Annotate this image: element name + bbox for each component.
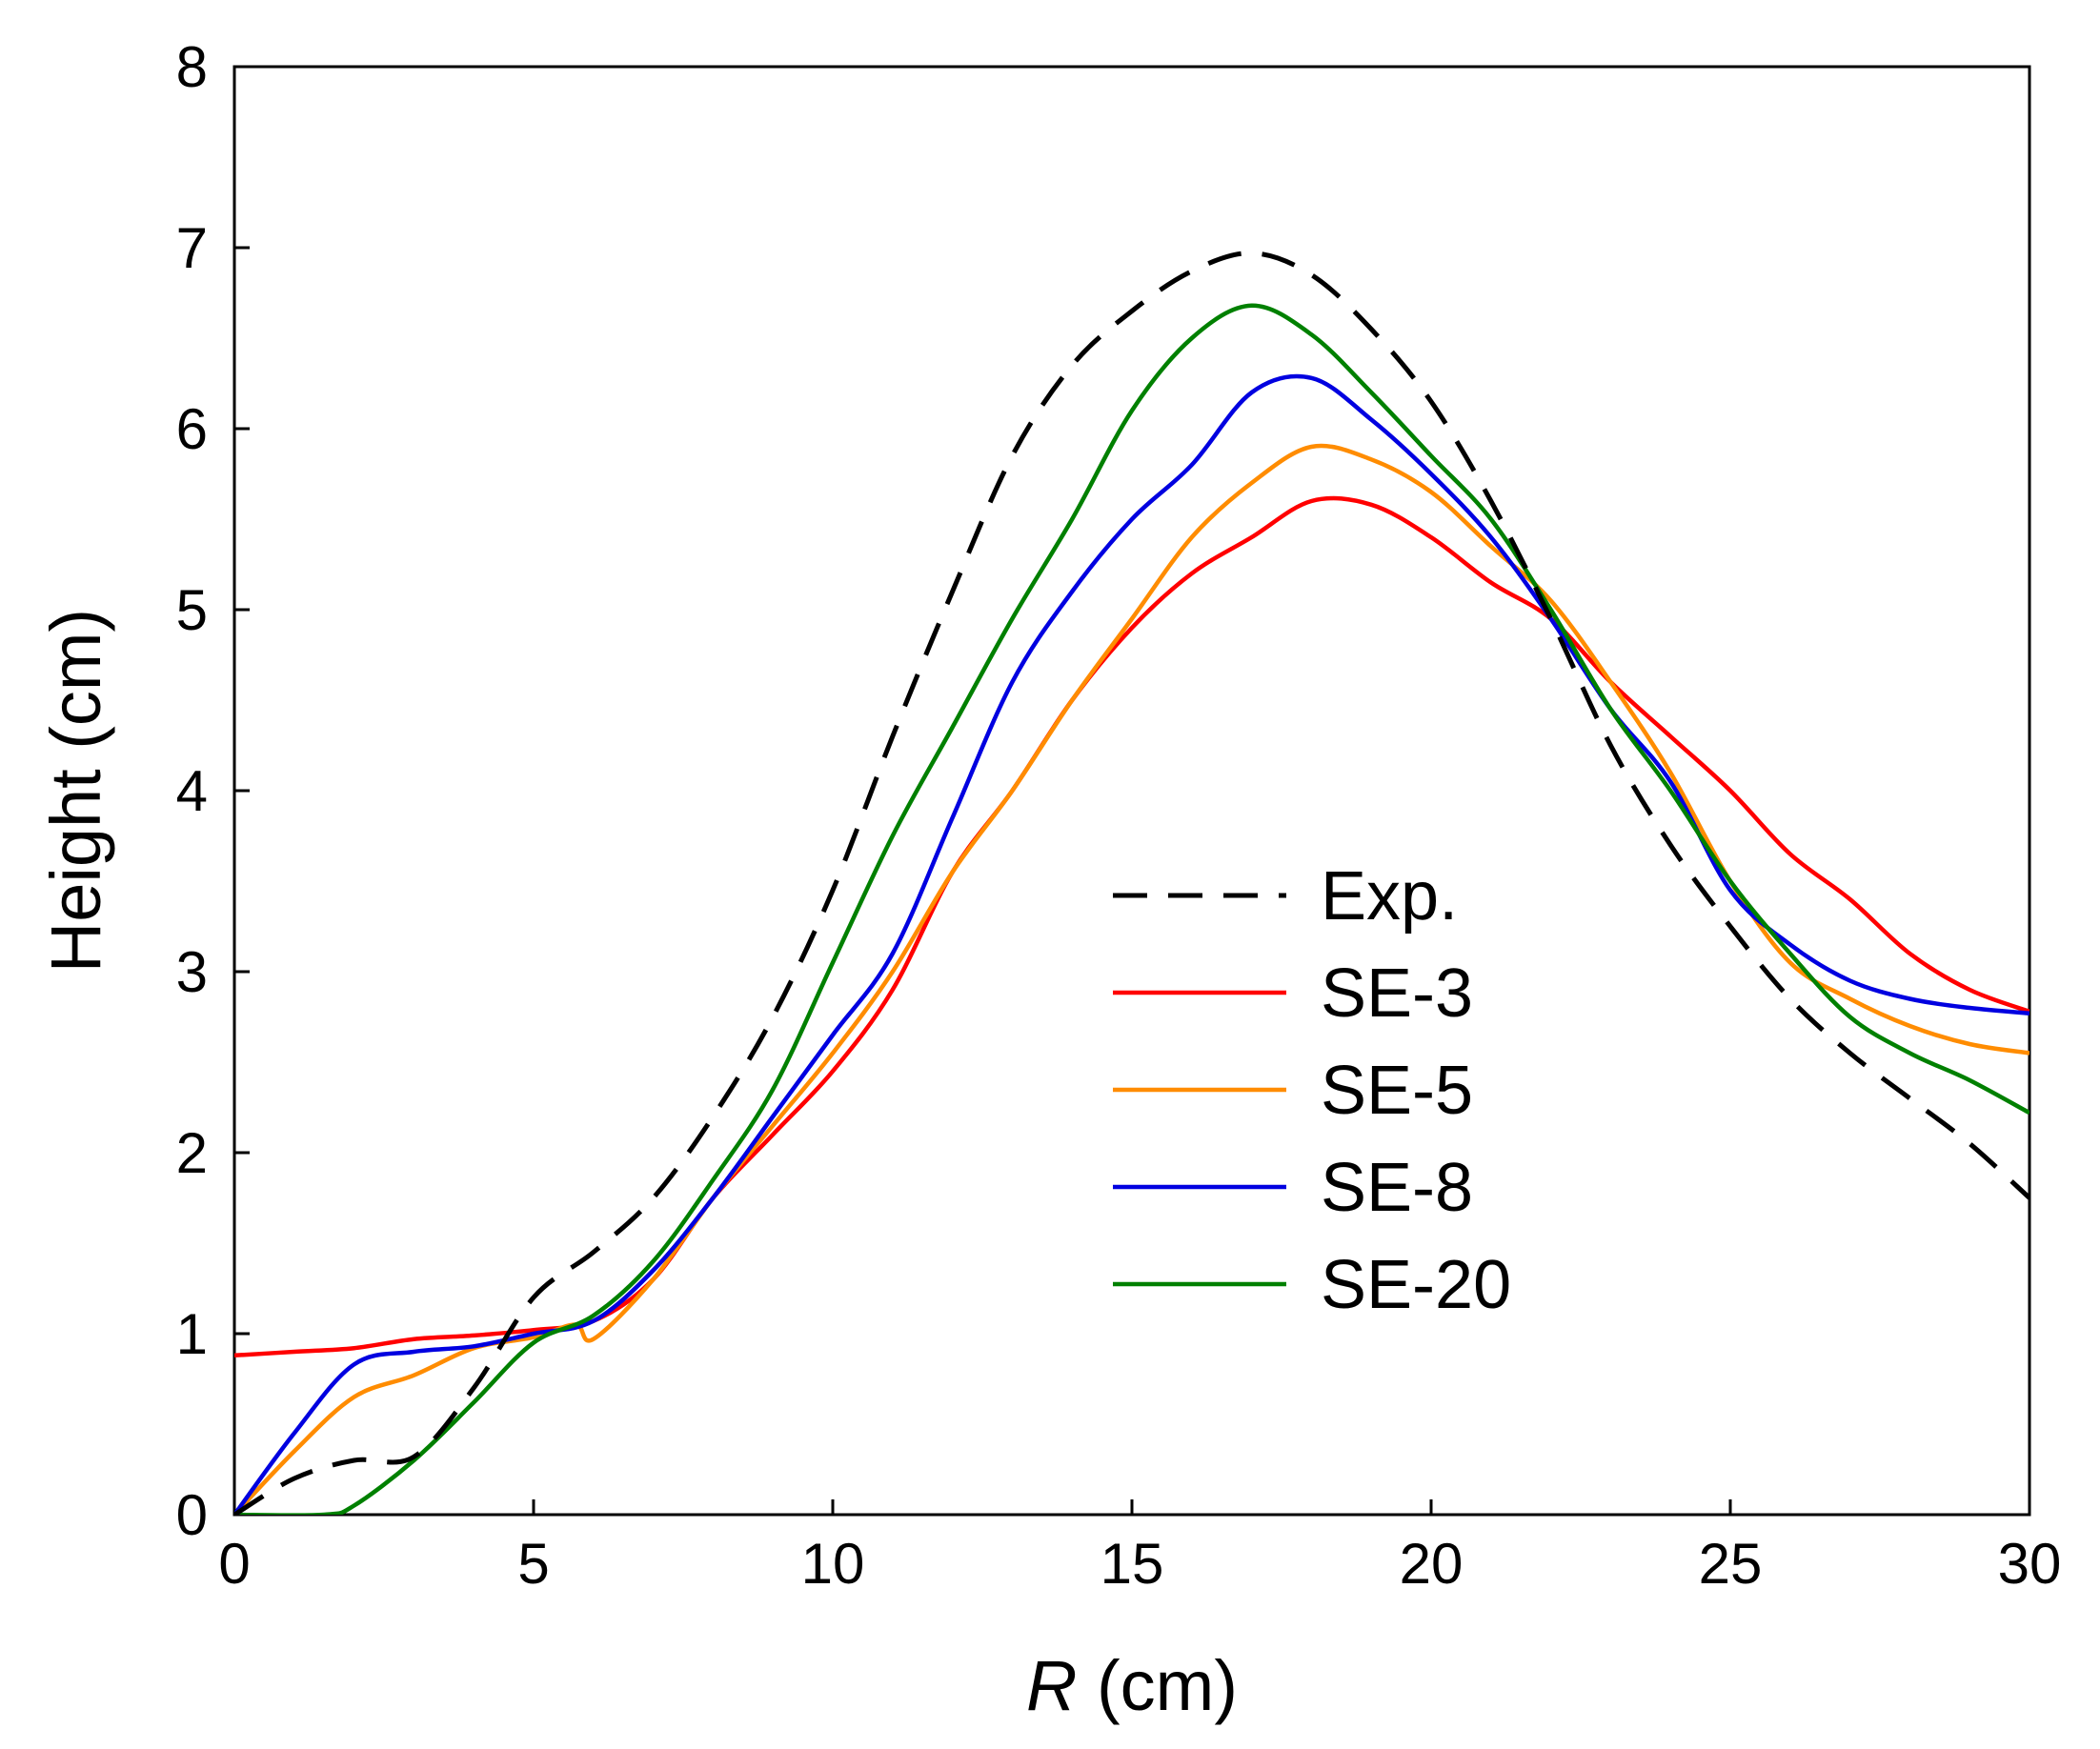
series-lines <box>234 251 2029 1515</box>
y-axis-title: Height (cm) <box>36 609 115 973</box>
legend-label: Exp. <box>1321 858 1458 935</box>
x-tick-label: 5 <box>517 1532 549 1596</box>
y-tick-label: 2 <box>176 1121 208 1185</box>
legend-label: SE-8 <box>1321 1150 1473 1226</box>
y-axis-ticks: 0 1 2 3 4 5 6 7 8 <box>176 35 250 1547</box>
legend-label: SE-5 <box>1321 1053 1473 1129</box>
x-axis-ticks: 0 5 10 15 20 25 30 <box>218 1499 2061 1596</box>
y-tick-label: 0 <box>176 1483 208 1547</box>
x-tick-label: 15 <box>1100 1532 1164 1596</box>
x-tick-label: 20 <box>1400 1532 1464 1596</box>
y-tick-label: 5 <box>176 578 208 642</box>
x-axis-title-unit: (cm) <box>1077 1646 1238 1725</box>
legend-label: SE-3 <box>1321 955 1473 1032</box>
x-axis-title-var: R <box>1026 1646 1077 1725</box>
x-tick-label: 25 <box>1699 1532 1763 1596</box>
y-tick-label: 8 <box>176 35 208 99</box>
legend-label: SE-20 <box>1321 1247 1511 1323</box>
x-tick-label: 30 <box>1998 1532 2062 1596</box>
x-tick-label: 10 <box>801 1532 865 1596</box>
y-tick-label: 6 <box>176 397 208 461</box>
y-tick-label: 1 <box>176 1302 208 1366</box>
y-tick-label: 4 <box>176 759 208 823</box>
legend: Exp. SE-3 SE-5 SE-8 SE-20 <box>1113 858 1511 1323</box>
y-tick-label: 7 <box>176 216 208 280</box>
y-tick-label: 3 <box>176 940 208 1004</box>
series-line-exp <box>234 251 2029 1515</box>
series-line-se-20 <box>234 303 2029 1515</box>
plot-frame <box>232 65 2031 1517</box>
x-tick-label: 0 <box>218 1532 250 1596</box>
series-line-se-5 <box>234 443 2029 1515</box>
x-axis-title: R (cm) <box>1026 1646 1238 1725</box>
